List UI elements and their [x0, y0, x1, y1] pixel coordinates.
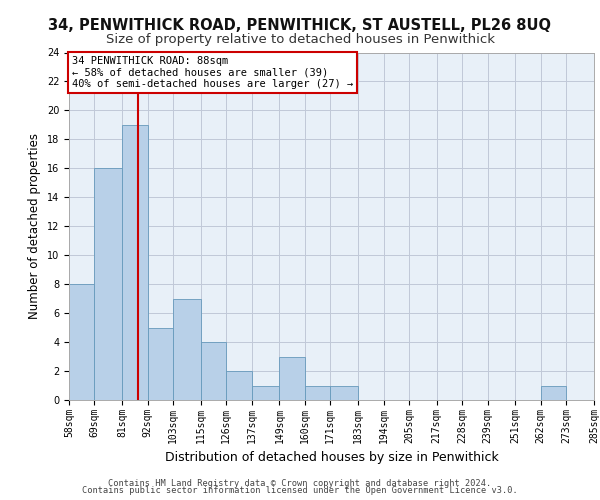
Bar	[541, 386, 566, 400]
Bar	[69, 284, 94, 400]
Text: Contains HM Land Registry data © Crown copyright and database right 2024.: Contains HM Land Registry data © Crown c…	[109, 478, 491, 488]
Bar	[252, 386, 280, 400]
Bar	[226, 371, 252, 400]
Text: 34 PENWITHICK ROAD: 88sqm
← 58% of detached houses are smaller (39)
40% of semi-: 34 PENWITHICK ROAD: 88sqm ← 58% of detac…	[71, 56, 353, 89]
X-axis label: Distribution of detached houses by size in Penwithick: Distribution of detached houses by size …	[164, 451, 499, 464]
Bar	[122, 125, 148, 400]
Bar	[173, 298, 201, 400]
Text: Contains public sector information licensed under the Open Government Licence v3: Contains public sector information licen…	[82, 486, 518, 495]
Bar	[280, 356, 305, 400]
Text: 34, PENWITHICK ROAD, PENWITHICK, ST AUSTELL, PL26 8UQ: 34, PENWITHICK ROAD, PENWITHICK, ST AUST…	[49, 18, 551, 32]
Bar	[594, 386, 600, 400]
Bar	[331, 386, 358, 400]
Bar	[305, 386, 331, 400]
Y-axis label: Number of detached properties: Number of detached properties	[28, 133, 41, 320]
Text: Size of property relative to detached houses in Penwithick: Size of property relative to detached ho…	[106, 32, 494, 46]
Bar	[148, 328, 173, 400]
Bar	[201, 342, 226, 400]
Bar	[94, 168, 122, 400]
